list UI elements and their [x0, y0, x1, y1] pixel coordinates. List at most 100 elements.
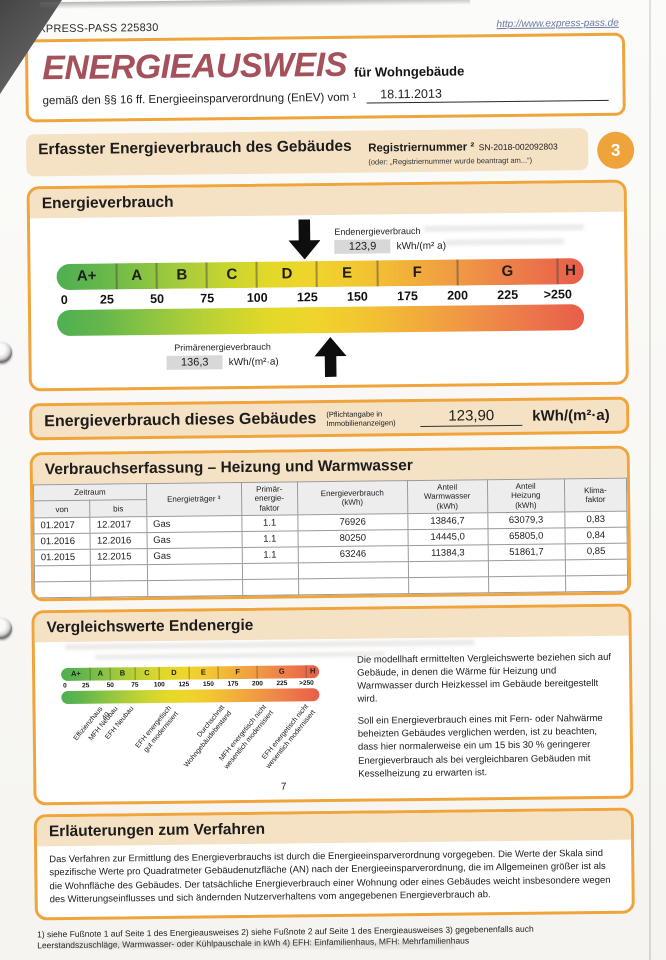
section-title: Erfasster Energieverbrauch des Gebäudes	[38, 137, 352, 159]
cell-primaerenergiefaktor: 1.1	[241, 546, 299, 564]
cell-primaerenergiefaktor: 1.1	[241, 514, 298, 532]
cell-anteil-heizung: 63079,3	[487, 511, 565, 529]
cell-primaerenergiefaktor: 1.1	[241, 530, 299, 548]
col-anteil-warmwasser: Anteil Warmwasser (kWh)	[407, 479, 488, 514]
bleedthrough-text	[55, 941, 455, 948]
cell-anteil-heizung: 51861,7	[487, 543, 566, 561]
cell-bis	[90, 580, 148, 597]
endenergy-value: 123,9	[334, 239, 391, 255]
cell-anteil-warmwasser	[407, 560, 489, 578]
cell-energietraeger: Gas	[146, 515, 242, 533]
cell-klimafaktor: 0,83	[564, 510, 627, 528]
col-energietraeger: Energieträger ³	[146, 482, 242, 517]
cell-klimafaktor	[565, 574, 628, 592]
registration-note: (oder: „Registriernummer wurde beantragt…	[368, 155, 533, 167]
cell-primaerenergiefaktor	[242, 578, 299, 596]
title-box: ENERGIEAUSWEIS für Wohngebäude gemäß den…	[24, 32, 626, 123]
title-suffix: für Wohngebäude	[353, 63, 465, 80]
endenergy-annotation: Endenergieverbrauch 123,9 kWh/(m² a)	[334, 226, 446, 255]
cell-energietraeger	[147, 563, 243, 581]
page-badge: 3	[597, 131, 635, 169]
date-underline: 18.11.2013	[366, 84, 609, 104]
cell-energietraeger: Gas	[146, 531, 242, 549]
explanation-body: Das Verfahren zur Ermittlung des Energie…	[37, 839, 632, 917]
col-klimafaktor: Klima- faktor	[564, 478, 627, 512]
hole-punch-top	[0, 342, 12, 363]
law-reference: gemäß den §§ 16 ff. Energieeinsparverord…	[42, 91, 357, 108]
registration-number: SN-2018-002092803	[478, 141, 558, 153]
document-reference: EXPRESS-PASS 225830	[30, 21, 159, 36]
cell-energieverbrauch: 76926	[297, 513, 408, 531]
title-row: ENERGIEAUSWEIS für Wohngebäude	[42, 45, 608, 87]
cell-energieverbrauch: 63246	[298, 545, 408, 563]
comparison-body: A+ A B C D E F G H 0 25 50 75 100 125 150 175 200 225 >250…	[35, 635, 631, 802]
registration-block: Registriernummer ² SN-2018-002092803 (od…	[368, 135, 576, 167]
cell-anteil-warmwasser	[408, 576, 489, 594]
registration-label: Registriernummer ²	[368, 141, 475, 155]
cell-energietraeger: Gas	[146, 547, 242, 565]
cell-primaerenergiefaktor	[241, 562, 299, 580]
cell-von: 01.2016	[34, 532, 91, 550]
cell-energieverbrauch	[298, 577, 409, 595]
building-bar-title: Energieverbrauch dieses Gebäudes	[44, 409, 317, 430]
comparison-text-column: Die modellhaft ermittelten Vergleichswer…	[347, 646, 619, 795]
cell-anteil-warmwasser: 13846,7	[407, 512, 488, 530]
registration-line: Registriernummer ² SN-2018-002092803	[368, 135, 576, 157]
col-zeitraum: Zeitraum	[33, 483, 147, 502]
cell-anteil-heizung: 65805,0	[487, 527, 565, 545]
consumption-table-box: Verbrauchserfassung – Heizung und Warmwa…	[29, 445, 632, 602]
comparison-scale-column: A+ A B C D E F G H 0 25 50 75 100 125 150 175 200 225 >250…	[47, 649, 349, 798]
cell-klimafaktor: 0,85	[564, 542, 628, 560]
explanation-text: Das Verfahren zur Ermittlung des Energie…	[49, 847, 611, 906]
building-consumption-value: 123,90	[420, 407, 523, 428]
bleedthrough-text	[424, 224, 585, 233]
col-von: von	[33, 500, 91, 518]
website-link[interactable]: http://www.express-pass.de	[496, 17, 619, 31]
cell-bis	[90, 564, 148, 581]
law-row: gemäß den §§ 16 ff. Energieeinsparverord…	[42, 84, 609, 108]
sheet-edge-shadow	[649, 0, 651, 960]
hole-punch-bottom	[0, 618, 12, 639]
cell-bis: 12.2016	[90, 532, 147, 549]
endenergy-label: Endenergieverbrauch	[334, 226, 421, 238]
comparison-scale: A+ A B C D E F G H 0 25 50 75 100 125 150 175 200 225 >250	[61, 664, 320, 704]
endenergy-value-row: 123,9 kWh/(m² a)	[334, 239, 446, 255]
building-consumption-bar: Energieverbrauch dieses Gebäudes (Pflich…	[29, 396, 630, 441]
page-number: 7	[280, 781, 287, 793]
primary-annotation: Primärenergieverbrauch 136,3 kWh/(m²·a)	[124, 341, 321, 371]
col-energieverbrauch: Energieverbrauch (kWh)	[297, 480, 408, 515]
certificate-content: EXPRESS-PASS 225830 http://www.express-p…	[24, 13, 636, 952]
cell-klimafaktor	[565, 558, 628, 576]
col-primaerenergiefaktor: Primär- energie- faktor	[240, 482, 298, 516]
cell-anteil-heizung	[488, 575, 566, 593]
top-reference-row: EXPRESS-PASS 225830 http://www.express-p…	[25, 13, 625, 36]
paper-top-edge	[39, 0, 471, 10]
building-consumption-unit: kWh/(m²·a)	[532, 407, 610, 425]
cell-bis: 12.2017	[90, 516, 147, 533]
endenergy-arrow	[288, 219, 320, 259]
cell-energieverbrauch: 80250	[297, 529, 408, 547]
cell-anteil-warmwasser: 14445,0	[407, 528, 488, 546]
cell-von	[34, 580, 92, 598]
section-header-bar: Erfasster Energieverbrauch des Gebäudes …	[25, 128, 635, 177]
primary-value: 136,3	[166, 355, 223, 371]
explanation-box: Erläuterungen zum Verfahren Das Verfahre…	[33, 807, 635, 921]
energy-scale: Endenergieverbrauch 123,9 kWh/(m² a) A+ A…	[56, 258, 585, 337]
enev-date: 18.11.2013	[380, 86, 442, 102]
mandatory-note: (Pflichtangabe in Immobilienanzeigen)	[326, 409, 396, 428]
comparison-paragraph-2: Soll ein Energieverbrauch eines mit Fern…	[357, 713, 603, 780]
cell-von: 01.2015	[34, 548, 91, 566]
col-bis: bis	[89, 500, 147, 517]
consumption-table: Zeitraum Energieträger ³ Primär- energie…	[33, 478, 628, 598]
primary-value-row: 136,3 kWh/(m²·a)	[125, 354, 321, 371]
cell-energieverbrauch	[298, 561, 409, 579]
cell-energietraeger	[147, 579, 243, 597]
cell-klimafaktor: 0,84	[564, 526, 628, 544]
energy-consumption-box: Energieverbrauch Endenergieverbrauch 123…	[26, 179, 629, 392]
scale-lower-bar	[56, 304, 585, 337]
bleedthrough-text	[444, 238, 565, 246]
col-anteil-heizung: Anteil Heizung (kWh)	[487, 479, 565, 513]
primary-label: Primärenergieverbrauch	[174, 341, 271, 353]
